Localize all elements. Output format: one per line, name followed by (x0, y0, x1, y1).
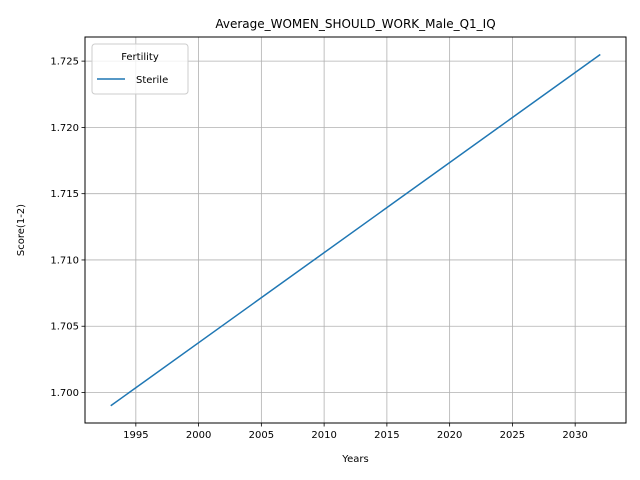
y-tick-label: 1.720 (50, 123, 79, 134)
x-tick-label: 2015 (374, 430, 399, 441)
chart-title: Average_WOMEN_SHOULD_WORK_Male_Q1_IQ (215, 17, 495, 31)
legend-label-sterile: Sterile (136, 75, 168, 86)
x-axis-ticks: 1995 2000 2005 2010 2015 2020 2025 2030 (123, 423, 588, 441)
series-layer (110, 53, 601, 407)
x-tick-label: 2000 (186, 430, 211, 441)
plot-area-frame (84, 36, 627, 424)
y-axis-ticks: 1.700 1.705 1.710 1.715 1.720 1.725 (50, 57, 85, 399)
legend-title: Fertility (121, 52, 159, 63)
legend-box (91, 43, 189, 95)
y-axis-title: Score(1-2) (16, 204, 27, 256)
grid-lines (85, 37, 626, 423)
y-tick-label: 1.700 (50, 388, 79, 399)
x-tick-label: 2025 (500, 430, 525, 441)
y-tick-label: 1.710 (50, 255, 79, 266)
legend: Fertility Sterile (91, 43, 189, 95)
x-tick-label: 2010 (311, 430, 336, 441)
x-axis-title: Years (341, 454, 368, 465)
y-tick-label: 1.725 (50, 57, 79, 68)
x-tick-label: 2020 (437, 430, 462, 441)
x-tick-label: 2005 (249, 430, 274, 441)
y-tick-label: 1.715 (50, 189, 79, 200)
x-tick-label: 1995 (123, 430, 148, 441)
series-line-sterile (110, 53, 601, 407)
x-tick-label: 2030 (562, 430, 587, 441)
y-tick-label: 1.705 (50, 322, 79, 333)
